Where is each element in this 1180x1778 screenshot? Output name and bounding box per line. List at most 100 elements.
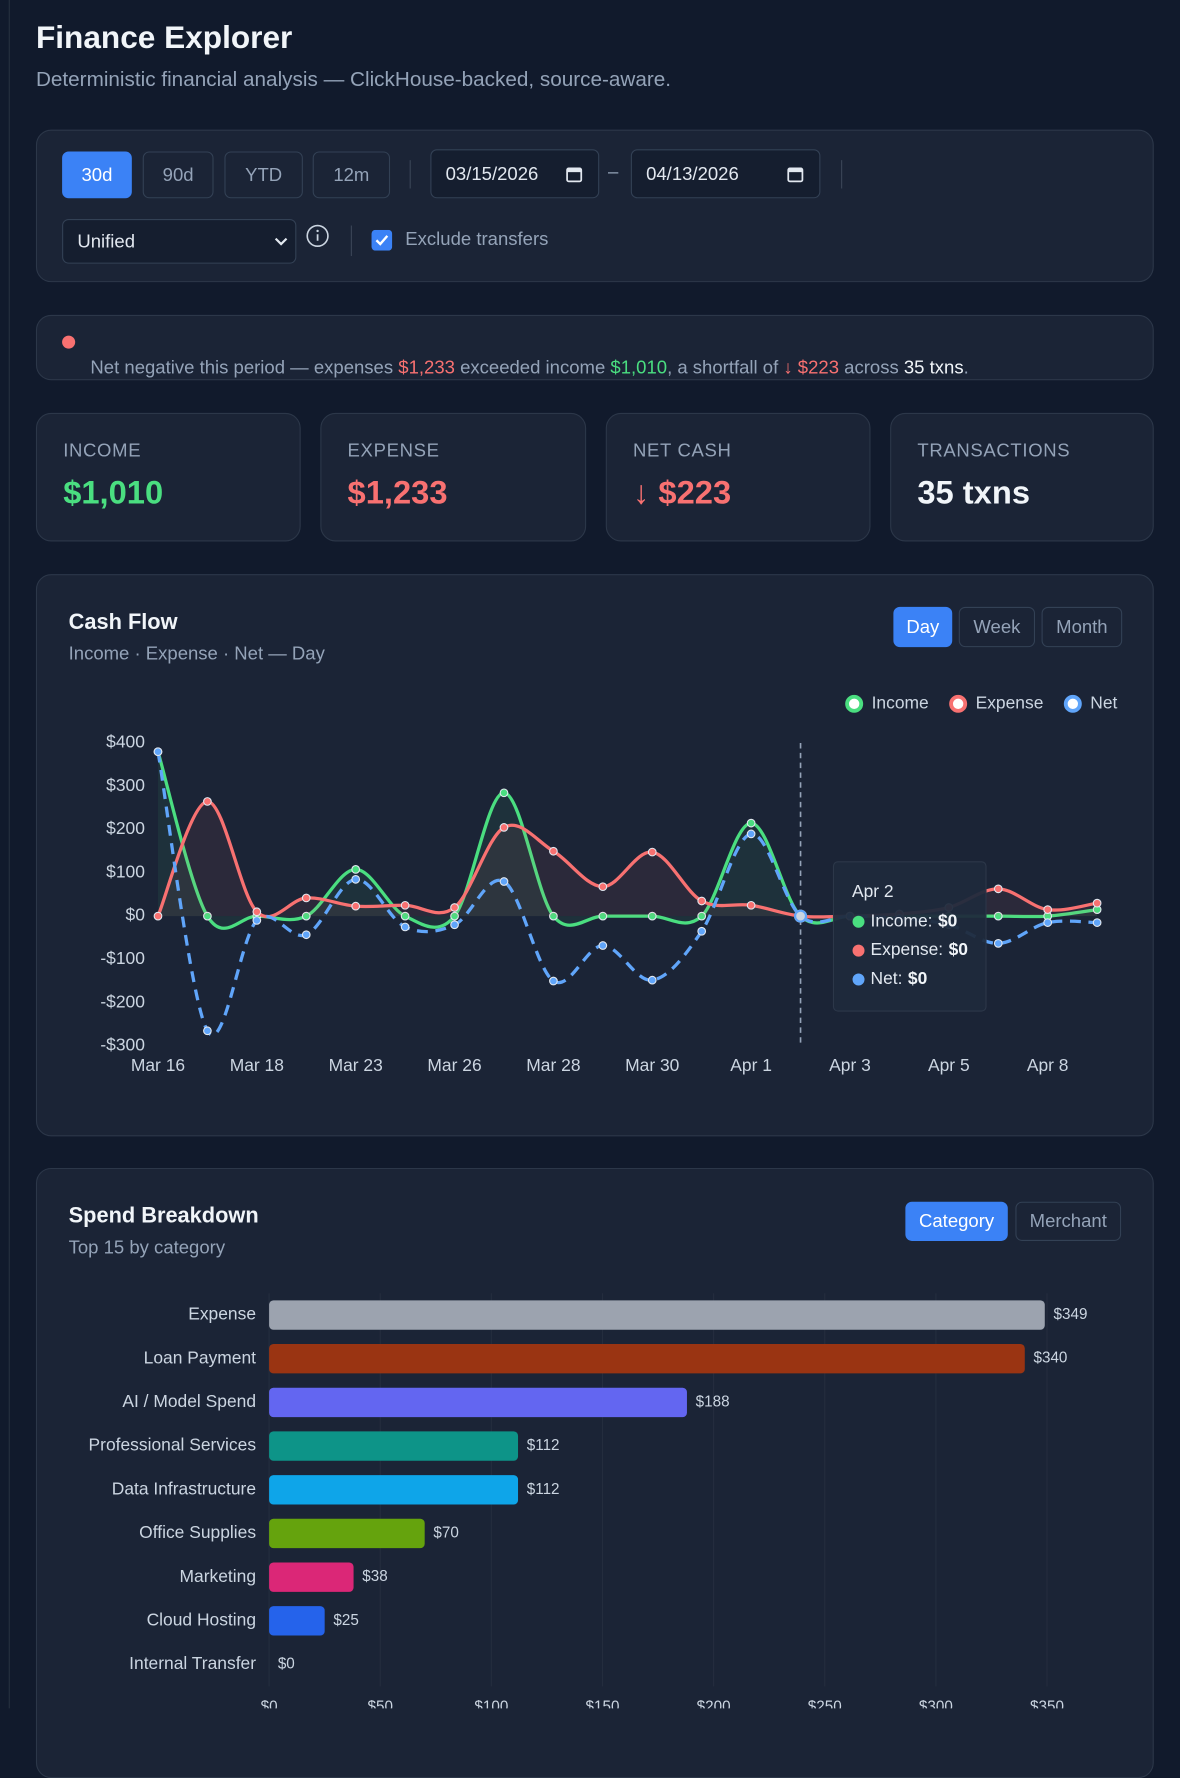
x-tick-label: $250 — [808, 1698, 842, 1708]
alert-expense: $1,233 — [398, 357, 455, 379]
category-label: Data Infrastructure — [112, 1478, 256, 1498]
x-tick-label: Mar 28 — [526, 1055, 580, 1075]
value-label: $38 — [362, 1568, 387, 1585]
series-point — [450, 911, 459, 921]
series-point — [993, 911, 1003, 921]
y-tick-label: $200 — [106, 818, 145, 838]
date-separator: – — [607, 161, 619, 182]
series-point — [203, 1026, 212, 1036]
series-line — [156, 751, 1098, 1037]
bar — [269, 1562, 354, 1592]
value-label: $112 — [527, 1437, 560, 1454]
series-point — [301, 893, 311, 903]
y-tick-label: -$200 — [100, 991, 145, 1011]
series-point — [697, 926, 707, 936]
kpi-card: EXPENSE $1,233 — [320, 412, 587, 542]
series-point — [1092, 898, 1102, 908]
exclude-transfers-label: Exclude transfers — [405, 228, 549, 250]
category-label: Loan Payment — [144, 1347, 257, 1367]
end-date[interactable]: 04/13/2026 — [630, 149, 821, 199]
series-point — [203, 911, 212, 921]
category-label: Cloud Hosting — [147, 1609, 256, 1629]
series-point — [697, 911, 707, 921]
bar — [269, 1475, 519, 1505]
legend-label: Income — [872, 692, 929, 712]
chevron — [274, 237, 288, 246]
alert-shortfall: ↓ $223 — [783, 357, 840, 379]
alert-count: 35 txns — [903, 357, 964, 379]
value-label: $25 — [333, 1612, 358, 1629]
series-point — [1043, 905, 1053, 914]
info-icon[interactable] — [305, 223, 330, 248]
chart-title: Spend Breakdown — [69, 1203, 259, 1228]
kpi-value: ↓ $223 — [632, 475, 732, 511]
range-button[interactable]: 90d — [142, 151, 214, 199]
series-point — [598, 911, 608, 921]
x-tick-label: $50 — [368, 1698, 393, 1708]
checkbox-box — [371, 229, 393, 251]
series-point — [203, 797, 212, 806]
exclude-transfers-checkbox[interactable] — [371, 229, 393, 251]
x-tick-label: $350 — [1030, 1698, 1064, 1708]
series-point — [301, 911, 311, 921]
separator — [841, 160, 843, 189]
series-point — [153, 747, 163, 757]
granularity-toggle[interactable]: Month — [1041, 606, 1123, 648]
bar — [269, 1300, 1045, 1330]
checkmark — [375, 235, 389, 246]
alert-part: across — [839, 357, 904, 379]
x-tick-label: Mar 26 — [427, 1055, 481, 1075]
legend-label: Expense — [976, 692, 1044, 712]
series-point — [598, 941, 608, 950]
category-label: AI / Model Spend — [122, 1391, 256, 1411]
range-button[interactable]: 12m — [312, 151, 391, 199]
x-tick-label: $200 — [697, 1698, 731, 1708]
source-select[interactable]: Unified — [62, 218, 297, 264]
series-point — [499, 823, 509, 832]
tooltip-label: Income: — [871, 910, 933, 930]
page-subtitle: Deterministic financial analysis — Click… — [35, 68, 672, 92]
start-date-text: 03/15/2026 — [445, 162, 539, 184]
series-point — [549, 911, 558, 921]
legend-swatch — [1063, 694, 1082, 713]
series-point — [252, 907, 262, 917]
range-button[interactable]: YTD — [224, 151, 303, 199]
bar — [269, 1344, 1025, 1374]
kpi-value: $1,010 — [63, 475, 164, 511]
cashflow-chart: Cash Flow Income · Expense · Net — Day -$3… — [69, 609, 1118, 1075]
start-date[interactable]: 03/15/2026 — [430, 149, 600, 199]
series-point — [697, 896, 707, 906]
series-point — [153, 911, 163, 921]
y-tick-label: -$100 — [100, 948, 145, 968]
breakdown-toggle[interactable]: Category — [905, 1201, 1008, 1241]
y-tick-label: $400 — [106, 732, 145, 752]
separator — [350, 225, 352, 257]
value-label: $188 — [696, 1393, 730, 1410]
x-tick-label: Mar 18 — [230, 1055, 284, 1075]
alert-part: Net negative this period — expenses — [90, 357, 399, 379]
bar — [269, 1606, 325, 1636]
range-button[interactable]: 30d — [62, 151, 132, 199]
alert-part: , a shortfall of — [667, 357, 784, 379]
x-tick-label: $300 — [919, 1698, 953, 1708]
kpi-label: EXPENSE — [347, 440, 440, 461]
sidebar-edge — [8, 0, 10, 1709]
end-date-text: 04/13/2026 — [646, 162, 739, 184]
x-tick-label: Mar 30 — [625, 1055, 680, 1075]
tooltip-value: $0 — [908, 968, 927, 988]
series-point — [1043, 918, 1053, 927]
value-label: $0 — [278, 1656, 295, 1673]
kpi-card: TRANSACTIONS 35 txns — [890, 412, 1154, 542]
kpi-value: $1,233 — [347, 475, 448, 511]
legend-label: Net — [1090, 692, 1117, 712]
granularity-toggle[interactable]: Week — [958, 606, 1036, 648]
alert-card — [35, 314, 1154, 381]
breakdown-toggle[interactable]: Merchant — [1015, 1201, 1122, 1241]
category-label: Office Supplies — [139, 1522, 256, 1542]
kpi-label: NET CASH — [632, 440, 732, 461]
granularity-toggle[interactable]: Day — [893, 606, 953, 648]
spend-chart: Spend Breakdown Top 15 by category $0 $50 $1… — [69, 1203, 1088, 1709]
bar — [269, 1387, 687, 1418]
category-label: Expense — [188, 1304, 256, 1324]
category-label: Internal Transfer — [129, 1653, 256, 1673]
